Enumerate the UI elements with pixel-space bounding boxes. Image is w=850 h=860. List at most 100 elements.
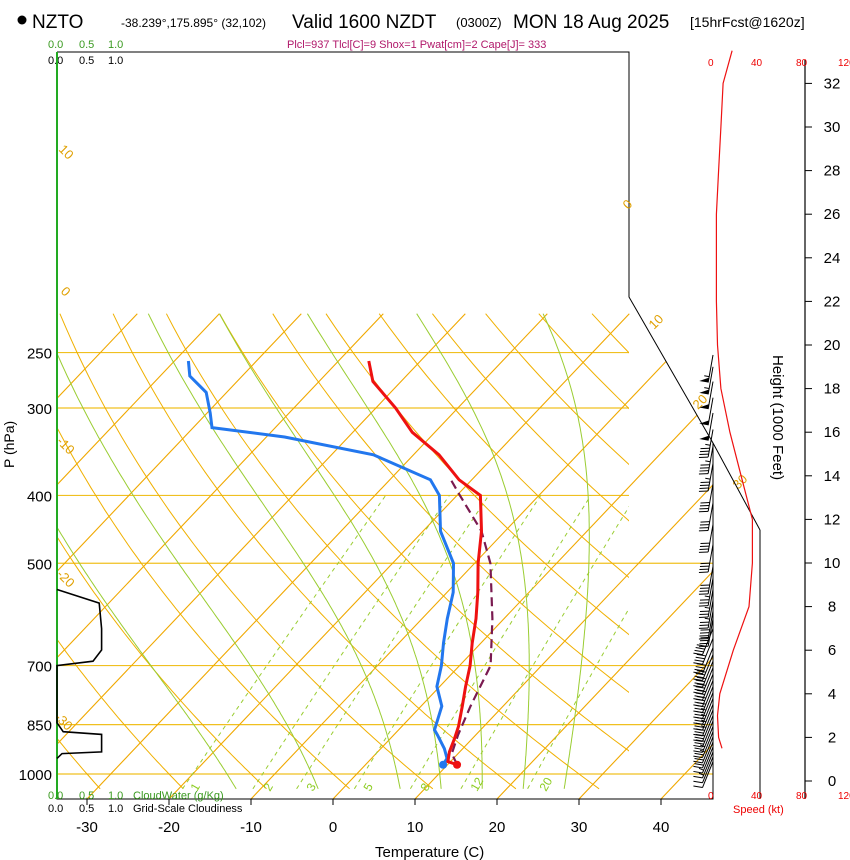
wind-barb-flag: [694, 682, 704, 685]
wind-barb-staff: [707, 429, 714, 458]
moist-adiabat-0: [57, 352, 319, 789]
temperature-tick--30: -30: [76, 819, 98, 836]
wind-barb-flag: [695, 656, 705, 660]
wind-barb-690: [693, 661, 714, 688]
mixing-label-20: 20: [536, 775, 555, 794]
wind-barb-pennant: [699, 435, 710, 441]
wind-barb-flag: [694, 649, 704, 653]
wind-barb-340: [698, 445, 714, 475]
speed-tick-bottom-120: 120: [838, 791, 850, 802]
wind-barb-pennant: [699, 404, 710, 410]
height-tick-14: 14: [824, 468, 841, 485]
wind-barb-staff: [707, 445, 714, 474]
cloudwater-tick-bottom-0: 0.0: [48, 790, 63, 802]
wind-barb-flag: [694, 701, 704, 705]
wind-barb-flag: [696, 653, 706, 657]
isotherm-30: [578, 313, 713, 799]
wind-barb-flag: [693, 710, 703, 713]
dry-adiabat-120: [645, 314, 850, 789]
wind-barb-staff: [702, 746, 714, 774]
wind-barb-flag: [696, 683, 706, 686]
wind-barb-675: [693, 654, 714, 681]
wind-barb-half-flag: [698, 767, 704, 771]
moist-adiabat-25: [416, 313, 530, 789]
wind-barb-flag: [694, 747, 704, 751]
speed-tick-top-40: 40: [751, 58, 763, 69]
height-tick-18: 18: [824, 381, 841, 398]
isotherm-label-0-left: 0: [58, 284, 74, 300]
surface-dewpoint-dot: [439, 760, 448, 769]
mixing-ratio-grid: [182, 495, 629, 790]
wind-barb-960: [693, 761, 714, 789]
wind-speed-profile: [715, 50, 754, 749]
mixing-ratio-12: [460, 505, 629, 790]
wind-barb-flag: [693, 775, 703, 779]
wind-barb-staff: [707, 544, 714, 573]
cloudwater-tick-top-2: 1.0: [108, 39, 123, 51]
speed-tick-top-120: 120: [838, 58, 850, 69]
wind-barb-half-flag: [698, 772, 704, 776]
wind-barb-staff: [707, 589, 714, 618]
surface-temperature-dot: [453, 760, 462, 769]
temperature-axis: -30 -20 -10 0 10 20 30 40: [76, 799, 669, 836]
plot-frame: [56, 51, 714, 800]
wind-barb-staff: [702, 731, 714, 758]
cloudiness-tick-bottom-2: 1.0: [108, 803, 123, 815]
dry-adiabat-90: [485, 313, 629, 466]
isotherm-40: [660, 313, 713, 799]
wind-barb-half-flag: [704, 617, 710, 620]
wind-barb-staff: [702, 704, 714, 731]
temperature-tick-10: 10: [407, 819, 424, 836]
wind-barb-staff: [702, 726, 714, 753]
wind-barb-half-flag: [705, 460, 711, 463]
height-tick-12: 12: [824, 511, 841, 528]
wind-barb-staff: [702, 709, 714, 737]
dry-adiabat-40: [219, 313, 629, 752]
pressure-axis: 250 300 400 500 700 850 1000: [19, 346, 52, 784]
height-tick-30: 30: [824, 119, 841, 136]
wind-barb-440: [698, 524, 714, 553]
wind-barb-staff: [702, 686, 714, 713]
wind-barb-flag: [695, 666, 705, 669]
wind-barb-staff: [702, 756, 714, 783]
pressure-tick-250: 250: [27, 346, 52, 363]
isotherm-label-10-left: 10: [56, 142, 77, 163]
temperature-line: [367, 360, 484, 767]
pressure-tick-1000: 1000: [19, 767, 52, 784]
wind-barb-staff: [702, 638, 714, 665]
height-tick-28: 28: [824, 163, 841, 180]
height-tick-6: 6: [828, 642, 836, 659]
wind-barb-pennant: [699, 389, 710, 395]
wind-barb-staff: [702, 680, 714, 707]
forecast-hour: [15hrFcst@1620z]: [690, 14, 805, 30]
wind-barb-930: [693, 751, 714, 779]
wind-barb-flag: [693, 760, 703, 764]
cloudiness-tick-top-0: 0.0: [48, 55, 63, 67]
wind-barb-322: [698, 429, 714, 458]
wind-barb-flag: [693, 733, 703, 737]
height-tick-22: 22: [824, 293, 841, 310]
wind-barb-flag: [693, 698, 703, 701]
wind-barb-half-flag: [705, 477, 711, 480]
station-dot: [17, 15, 27, 25]
wind-barb-staff: [702, 741, 714, 769]
wind-barb-half-flag: [704, 595, 710, 598]
wind-barb-staff: [702, 720, 714, 748]
isotherm-grid: [57, 313, 713, 799]
wind-barb-staff: [702, 647, 714, 674]
mixing-ratio-1: [182, 495, 387, 790]
wind-barb-885: [693, 736, 714, 764]
pressure-tick-850: 850: [27, 718, 52, 735]
wind-barb-staff: [707, 412, 714, 441]
forecast-date: MON 18 Aug 2025: [513, 12, 669, 33]
wind-barb-525: [698, 578, 714, 607]
wind-barb-385: [698, 483, 714, 513]
wind-barb-305: [699, 412, 714, 441]
wind-barb-flag: [694, 659, 704, 662]
wind-barb-flag: [694, 668, 704, 672]
wind-barb-flag: [694, 752, 704, 756]
mixing-ratio-2: [252, 495, 450, 790]
dry-adiabat-10: [59, 313, 434, 790]
wind-barb-flag: [694, 758, 704, 761]
